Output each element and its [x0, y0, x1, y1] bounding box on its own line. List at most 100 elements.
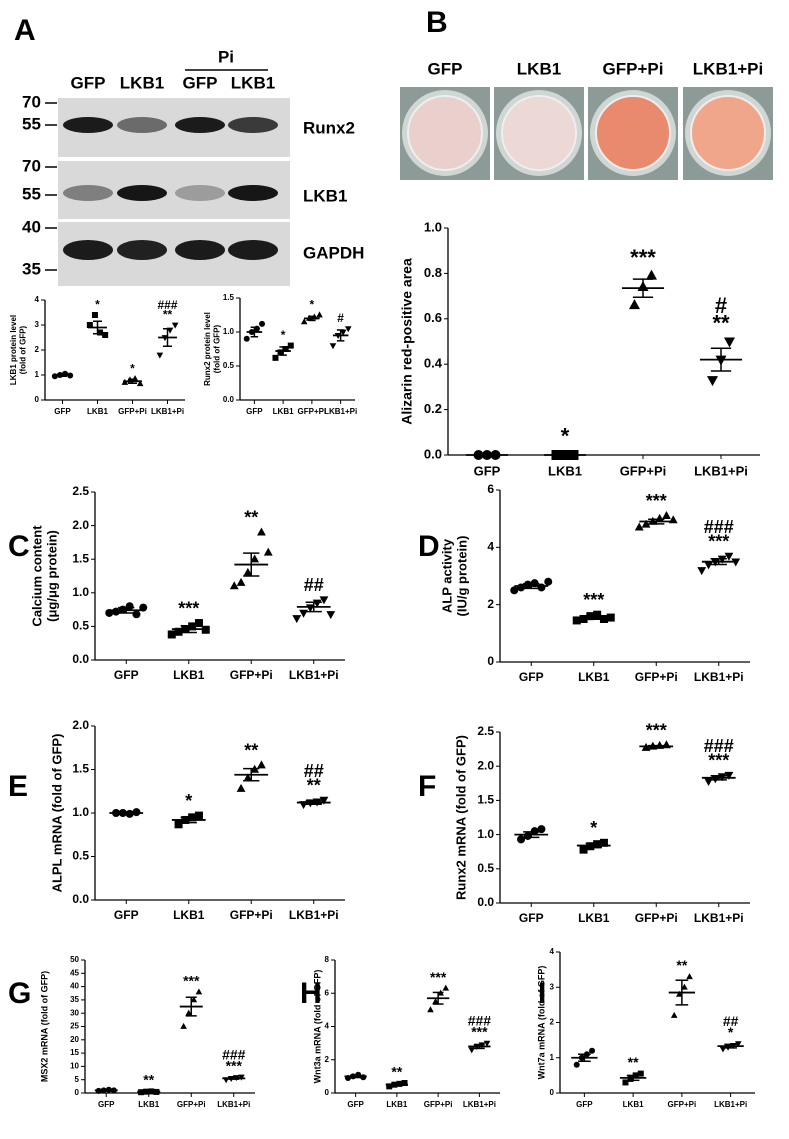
data-point	[593, 610, 602, 619]
panel-label: H	[300, 977, 322, 1010]
x-tick-label: GFP+Pi	[424, 1100, 453, 1109]
data-point	[599, 838, 608, 847]
y-tick-label: 0.0	[72, 652, 89, 666]
y-axis-label: Wnt7a mRNA (fold of GFP)	[536, 966, 546, 1080]
blot-band	[63, 240, 113, 260]
y-tick-label: 4	[550, 947, 555, 956]
y-axis-label: Alizarin red-positive area	[399, 258, 415, 425]
data-point	[243, 567, 253, 576]
panel-label: F	[418, 770, 436, 803]
data-point	[91, 312, 98, 318]
data-point	[697, 567, 707, 576]
data-point	[622, 1079, 629, 1086]
data-point	[724, 771, 734, 780]
significance: **	[244, 741, 258, 761]
x-tick-label: LKB1	[623, 1100, 644, 1109]
y-tick-label: 35	[70, 995, 79, 1004]
y-tick-label: 1.5	[72, 551, 89, 565]
y-tick-label: 2	[35, 345, 40, 354]
data-point	[724, 337, 735, 348]
x-tick-label: LKB1+Pi	[714, 1100, 747, 1109]
y-tick-label: 6	[487, 482, 494, 496]
data-point	[180, 1022, 187, 1029]
y-tick-label: 1.0	[223, 327, 235, 336]
data-point	[201, 625, 210, 634]
significance: ***	[646, 491, 667, 511]
x-tick-label: LKB1+Pi	[694, 911, 744, 925]
data-point	[681, 983, 688, 990]
blot-band	[175, 240, 225, 260]
data-point	[606, 613, 615, 622]
data-point	[646, 269, 657, 280]
y-tick-label: 4	[487, 540, 494, 554]
data-point	[263, 547, 273, 556]
data-point	[676, 990, 683, 997]
data-point	[579, 845, 588, 854]
data-point	[136, 380, 144, 387]
x-tick-label: GFP	[519, 670, 544, 684]
significance: #	[337, 311, 344, 325]
significance: ***	[630, 245, 656, 270]
well-stain	[501, 95, 577, 171]
x-tick-label: GFP	[474, 463, 501, 478]
x-tick-label: GFP	[114, 908, 139, 922]
y-tick-label: 0.0	[223, 395, 235, 404]
data-point	[257, 760, 266, 769]
y-axis-label: (fold of GFP)	[18, 325, 27, 374]
data-point	[517, 835, 526, 844]
data-point	[629, 299, 640, 310]
y-tick-label: 2	[325, 1055, 330, 1064]
data-point	[731, 558, 741, 567]
x-tick-label: LKB1	[578, 670, 610, 684]
y-axis-label: MSX2 mRNA (fold of GFP)	[39, 971, 49, 1082]
data-point	[156, 352, 164, 359]
data-point	[229, 581, 239, 590]
x-tick-label: LKB1	[138, 1100, 159, 1109]
data-point	[401, 1080, 408, 1087]
significance: *	[281, 328, 286, 342]
data-point	[185, 1009, 192, 1016]
data-point	[637, 1070, 644, 1077]
x-tick-label: LKB1+Pi	[694, 463, 748, 478]
panel-label: C	[8, 530, 30, 563]
blot-band	[117, 185, 167, 201]
data-point	[483, 1040, 491, 1047]
image-label: LKB1	[517, 59, 561, 78]
data-point	[717, 555, 727, 564]
image-label: GFP+Pi	[603, 59, 664, 78]
y-tick-label: 0.0	[424, 446, 442, 461]
blot-band	[175, 117, 225, 133]
data-point	[544, 577, 553, 586]
x-tick-label: GFP+Pi	[635, 911, 678, 925]
x-tick-label: GFP	[114, 668, 139, 682]
x-tick-label: GFP+Pi	[620, 463, 667, 478]
data-point	[194, 619, 203, 628]
significance: **	[143, 1071, 154, 1087]
data-point	[734, 1041, 742, 1048]
data-point	[132, 610, 141, 619]
y-axis-label: ALPL mRNA (fold of GFP)	[49, 734, 64, 893]
y-tick-label: 2.0	[477, 758, 494, 772]
significance: **	[244, 508, 258, 528]
y-tick-label: 30	[70, 1008, 79, 1017]
mw-marker: 35	[22, 259, 41, 278]
data-point	[724, 552, 734, 561]
y-tick-label: 1.5	[223, 293, 235, 302]
y-tick-label: 1.0	[72, 585, 89, 599]
x-tick-label: GFP	[98, 1100, 115, 1109]
y-tick-label: 0	[325, 1088, 330, 1097]
data-point	[243, 773, 253, 782]
y-axis-label: Calcium content	[29, 525, 44, 627]
y-tick-label: 6	[325, 988, 330, 997]
data-point	[589, 1047, 596, 1054]
group-label: Pi	[218, 47, 234, 66]
blot-band	[117, 117, 167, 133]
y-tick-label: 1.0	[477, 827, 494, 841]
y-tick-label: 0	[487, 654, 494, 668]
data-point	[319, 596, 329, 605]
data-point	[432, 997, 439, 1004]
blot-band	[228, 240, 278, 260]
y-tick-label: 0	[35, 395, 40, 404]
x-tick-label: LKB1+Pi	[289, 908, 339, 922]
blot-band	[63, 117, 113, 133]
